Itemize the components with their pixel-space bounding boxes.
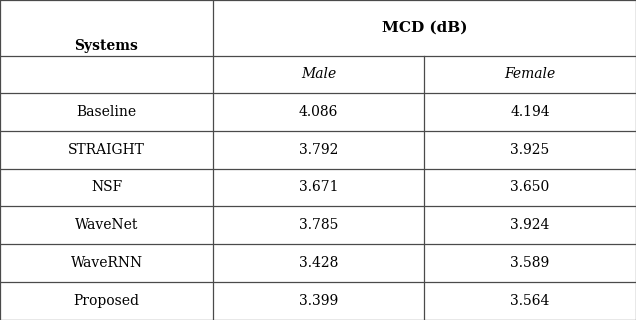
Text: WaveNet: WaveNet [75,218,138,232]
Text: 3.428: 3.428 [299,256,338,270]
Text: 3.564: 3.564 [511,294,550,308]
Text: 3.589: 3.589 [511,256,550,270]
Text: STRAIGHT: STRAIGHT [68,143,145,156]
Text: 3.650: 3.650 [511,180,550,195]
Text: 3.792: 3.792 [299,143,338,156]
Text: 3.399: 3.399 [299,294,338,308]
Text: Baseline: Baseline [76,105,137,119]
Text: 3.924: 3.924 [511,218,550,232]
Text: Systems: Systems [74,39,139,53]
Text: WaveRNN: WaveRNN [71,256,142,270]
Text: 4.194: 4.194 [510,105,550,119]
Text: Proposed: Proposed [74,294,139,308]
Text: 4.086: 4.086 [299,105,338,119]
Text: 3.925: 3.925 [511,143,550,156]
Text: 3.785: 3.785 [299,218,338,232]
Text: NSF: NSF [91,180,122,195]
Text: 3.671: 3.671 [299,180,338,195]
Text: Male: Male [301,68,336,81]
Text: Female: Female [504,68,556,81]
Text: MCD (dB): MCD (dB) [382,21,467,35]
